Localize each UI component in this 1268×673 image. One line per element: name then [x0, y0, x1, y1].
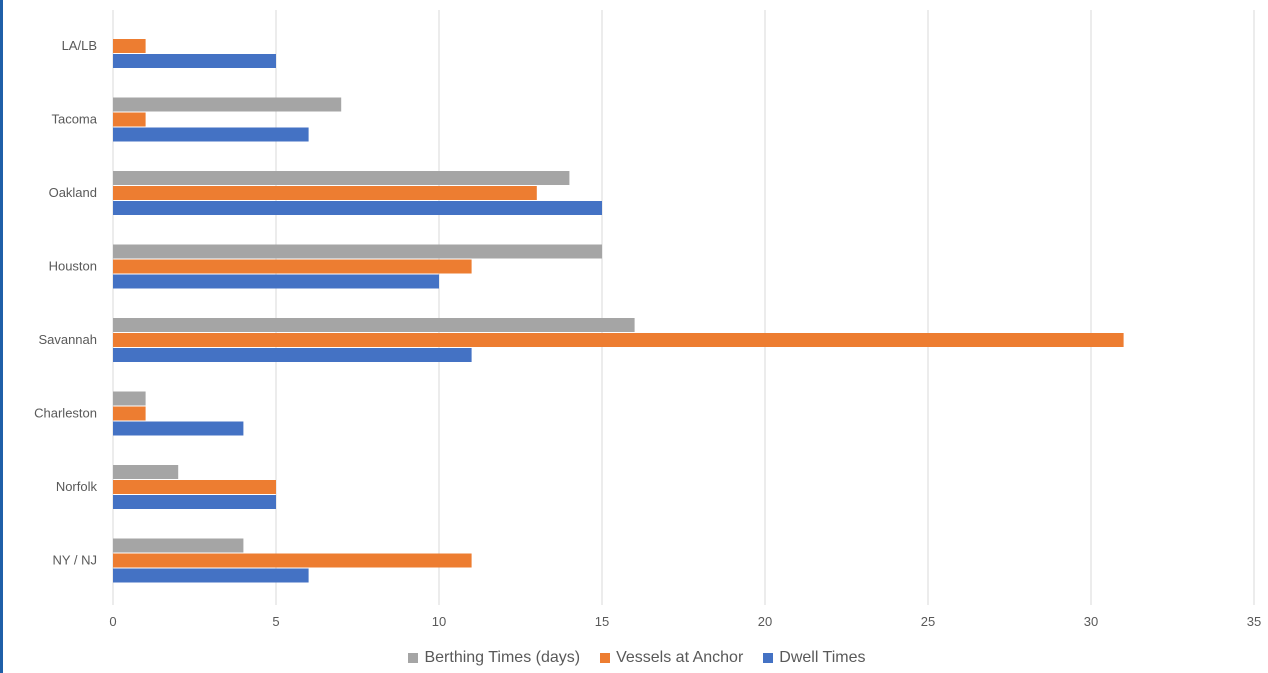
- legend-item: Berthing Times (days): [408, 649, 580, 667]
- bar: [113, 333, 1124, 347]
- bar: [113, 348, 472, 362]
- bar: [113, 480, 276, 494]
- bar-chart: LA/LB Tacoma Oakland Houston Savannah Charles…: [34, 10, 1261, 629]
- x-tick-label: 15: [595, 614, 609, 629]
- bar: [113, 171, 570, 185]
- bar: [113, 538, 244, 553]
- legend-swatch: [763, 653, 774, 663]
- x-tick-label: 20: [758, 614, 772, 629]
- bar: [113, 465, 179, 479]
- bar: [113, 495, 276, 509]
- bars: [113, 39, 1124, 583]
- category-label: Oakland: [49, 185, 97, 200]
- x-tick-label: 0: [109, 614, 116, 629]
- legend-swatch: [408, 653, 419, 663]
- bar: [113, 553, 472, 568]
- bar: [113, 259, 472, 274]
- bar: [113, 97, 342, 112]
- x-tick-label: 25: [921, 614, 935, 629]
- bar: [113, 244, 602, 259]
- legend-label: Dwell Times: [779, 649, 866, 666]
- category-label: Savannah: [38, 332, 97, 347]
- x-tick-label: 10: [432, 614, 446, 629]
- bar: [113, 127, 309, 142]
- category-label: LA/LB: [62, 38, 97, 53]
- bar: [113, 406, 146, 421]
- bar: [113, 391, 146, 406]
- legend-label: Berthing Times (days): [424, 649, 581, 666]
- legend-swatch: [600, 653, 611, 663]
- category-labels: LA/LB Tacoma Oakland Houston Savannah Charles…: [34, 38, 98, 568]
- category-label: Charleston: [34, 406, 97, 421]
- x-tick-label: 30: [1084, 614, 1098, 629]
- category-label: Tacoma: [51, 112, 97, 127]
- x-tick-label: 35: [1247, 614, 1261, 629]
- bar: [113, 274, 439, 289]
- bar: [113, 186, 537, 200]
- bar: [113, 318, 635, 332]
- bar: [113, 201, 602, 215]
- bar: [113, 39, 146, 53]
- x-tick-labels: 0 5 10 15 20 25 30 35: [109, 614, 1261, 629]
- category-label: Norfolk: [56, 479, 98, 494]
- category-label: NY / NJ: [52, 553, 97, 568]
- legend-label: Vessels at Anchor: [616, 649, 744, 666]
- bar: [113, 568, 309, 583]
- bar: [113, 54, 276, 68]
- legend: Berthing Times (days) Vessels at Anchor Dw…: [3, 646, 1268, 670]
- bar: [113, 421, 244, 436]
- bar: [113, 112, 146, 127]
- category-label: Houston: [49, 259, 97, 274]
- x-tick-label: 5: [272, 614, 279, 629]
- legend-item: Dwell Times: [763, 649, 866, 667]
- legend-item: Vessels at Anchor: [600, 649, 743, 667]
